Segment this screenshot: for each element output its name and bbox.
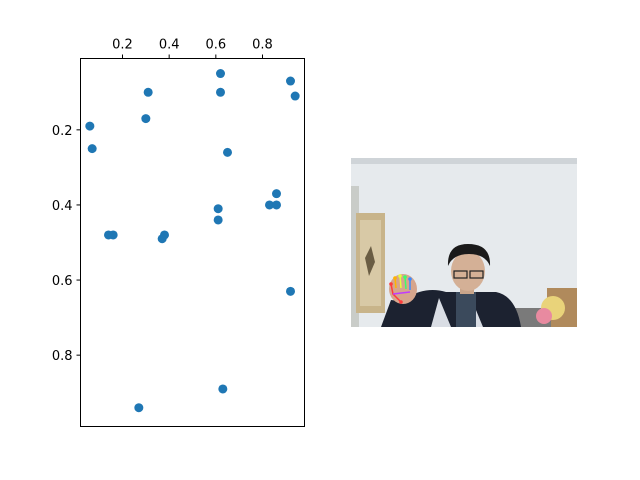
hand-landmark-points	[389, 274, 412, 304]
scatter-points	[85, 69, 300, 413]
y-tick-label: 0.2	[52, 124, 73, 139]
scatter-point	[216, 69, 225, 79]
scatter-point	[218, 384, 228, 394]
x-tick-label: 0.2	[112, 38, 133, 53]
scatter-point	[85, 121, 95, 131]
scatter-point	[223, 147, 232, 157]
photo-plush-toy-2	[536, 308, 552, 324]
x-tick-label: 0.8	[252, 38, 273, 53]
photo-shirt	[456, 292, 476, 327]
photo-hand	[389, 274, 417, 304]
scatter-point	[134, 403, 144, 413]
photo-hair	[447, 244, 491, 266]
y-tick-label: 0.8	[52, 349, 73, 364]
photo-arm	[381, 300, 409, 327]
scatter-point	[265, 200, 274, 210]
photo-door-frame	[351, 186, 359, 327]
x-axis-ticks: 0.2 0.4 0.6 0.8	[112, 38, 273, 59]
scatter-point	[286, 286, 295, 296]
x-tick-label: 0.4	[159, 38, 180, 53]
scatter-point	[213, 215, 223, 225]
x-tick-label: 0.6	[205, 38, 226, 53]
y-tick-label: 0.4	[52, 199, 73, 214]
hand-landmark-overlay	[390, 275, 411, 303]
scatter-point	[272, 189, 281, 199]
scatter-point	[87, 144, 97, 154]
scatter-point	[108, 230, 118, 240]
scatter-point	[216, 87, 225, 97]
scatter-point	[213, 204, 223, 214]
webcam-photo	[351, 158, 577, 327]
scatter-point	[141, 114, 151, 124]
scatter-point	[143, 87, 153, 97]
scatter-point	[272, 200, 281, 210]
scatter-point	[286, 76, 295, 86]
photo-face	[451, 251, 485, 291]
photo-scroll-ink	[365, 246, 375, 276]
y-axis-ticks: 0.2 0.4 0.6 0.8	[52, 124, 81, 364]
photo-glasses-right	[469, 270, 484, 279]
plot-frame	[80, 58, 305, 427]
y-tick-label: 0.6	[52, 274, 73, 289]
photo-ceiling	[351, 158, 577, 164]
scatter-point	[290, 91, 300, 101]
scatter-point	[157, 234, 167, 244]
photo-glasses-left	[453, 270, 468, 279]
